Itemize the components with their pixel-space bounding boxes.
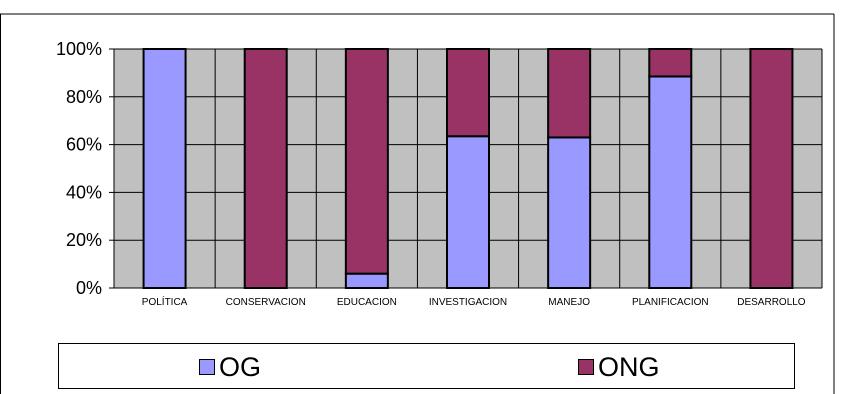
bar-ong — [243, 48, 288, 289]
y-tick-label: 0% — [76, 278, 102, 298]
bar-og — [142, 48, 187, 289]
y-tick-label: 40% — [66, 182, 102, 202]
legend-item-ong: ONG — [578, 353, 660, 381]
legend-item-og: OG — [199, 353, 261, 381]
x-tick-label: MANEJO — [548, 297, 590, 308]
x-tick-label: PLANIFICACION — [632, 297, 709, 308]
legend-label-og: OG — [219, 352, 262, 382]
plot-area: 0% 20% 40% 60% 80% 100% POLÍTICA CONSERVACION ED… — [56, 39, 823, 308]
bar-og — [344, 272, 389, 290]
legend: OG ONG — [58, 343, 795, 389]
x-tick-label: INVESTIGACION — [429, 297, 507, 308]
y-tick-label: 80% — [66, 87, 102, 107]
x-tick-label: EDUCACION — [337, 297, 397, 308]
x-tick-label: CONSERVACION — [226, 297, 306, 308]
bar-ong — [446, 48, 490, 138]
x-tick-label: POLÍTICA — [142, 295, 188, 308]
bar-og — [547, 136, 592, 289]
bar-ong — [749, 48, 794, 289]
y-tick-label: 20% — [66, 230, 102, 250]
y-tick-label: 60% — [66, 135, 102, 155]
x-tick-label: DESARROLLO — [737, 297, 806, 308]
bar-ong — [648, 48, 693, 78]
bar-og — [648, 75, 693, 289]
legend-label-ong: ONG — [598, 352, 660, 382]
y-tick-label: 100% — [56, 39, 102, 59]
bar-ong — [547, 48, 592, 139]
legend-swatch-og — [199, 359, 215, 375]
bar-og — [446, 135, 490, 289]
bar-ong — [344, 48, 389, 275]
legend-swatch-ong — [578, 359, 594, 375]
